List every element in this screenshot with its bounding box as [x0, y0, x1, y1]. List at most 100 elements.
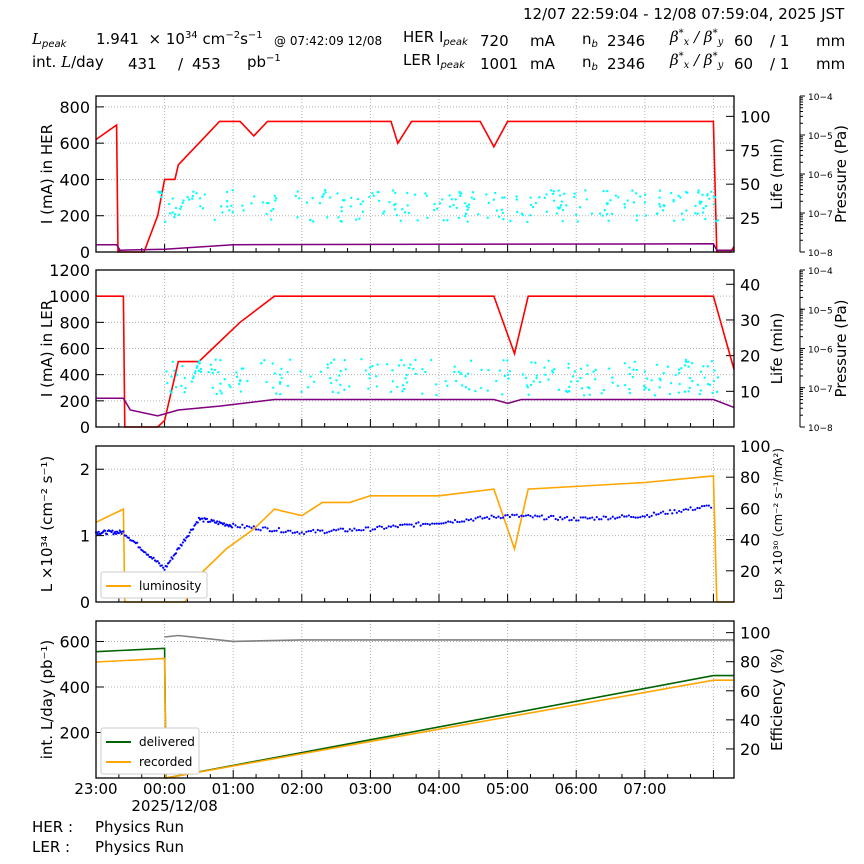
svg-text:04:00: 04:00 — [417, 780, 460, 798]
svg-text:25: 25 — [740, 209, 760, 228]
ler-status-label: LER : — [32, 838, 71, 856]
svg-text:800: 800 — [59, 98, 90, 117]
ler-beta-label: β*x / β*y — [670, 51, 724, 71]
svg-text:400: 400 — [59, 678, 90, 697]
svg-text:40: 40 — [740, 531, 760, 550]
svg-text:400: 400 — [59, 170, 90, 189]
series-current — [96, 295, 735, 428]
her-status: Physics Run — [95, 818, 185, 836]
svg-text:Pressure (Pa): Pressure (Pa) — [832, 299, 850, 397]
chart-panel-1 — [95, 269, 805, 428]
svg-text:10−5: 10−5 — [808, 132, 833, 142]
chart-panel-0 — [95, 95, 805, 253]
int-lumi-delivered: 431 — [128, 55, 157, 73]
svg-text:05:00: 05:00 — [486, 780, 529, 798]
svg-text:10−4: 10−4 — [808, 93, 833, 103]
svg-text:100: 100 — [740, 437, 771, 456]
svg-text:01:00: 01:00 — [212, 780, 255, 798]
svg-text:40: 40 — [740, 275, 760, 294]
svg-text:600: 600 — [59, 632, 90, 651]
svg-text:1: 1 — [80, 527, 90, 546]
svg-text:60: 60 — [740, 682, 760, 701]
series-pressure — [96, 397, 735, 417]
her-beta-unit: mm — [816, 32, 846, 50]
svg-text:Life (min): Life (min) — [768, 313, 786, 385]
svg-text:30: 30 — [740, 311, 760, 330]
svg-text:600: 600 — [59, 340, 90, 359]
svg-text:75: 75 — [740, 141, 760, 160]
svg-text:0: 0 — [80, 243, 90, 262]
series-current — [95, 120, 735, 253]
svg-text:10−5: 10−5 — [808, 306, 833, 316]
ler-status: Physics Run — [95, 838, 185, 856]
her-beta-y: / 1 — [770, 32, 790, 50]
svg-text:delivered: delivered — [139, 735, 195, 749]
chart-panel-2 — [94, 445, 735, 603]
ylabel-0: I (mA) in HER — [38, 124, 56, 224]
int-lumi-unit: pb−1 — [247, 53, 281, 71]
ylabel-3: int. L/day (pb⁻¹) — [38, 640, 56, 760]
svg-text:20: 20 — [740, 347, 760, 366]
svg-text:Lsp ×10³⁰ (cm⁻² s⁻¹/mA²): Lsp ×10³⁰ (cm⁻² s⁻¹/mA²) — [771, 448, 785, 600]
svg-text:10−6: 10−6 — [808, 346, 833, 356]
ler-beta-unit: mm — [816, 55, 846, 73]
ylabel-2: L ×10³⁴ (cm⁻² s⁻¹) — [38, 456, 56, 593]
svg-text:03:00: 03:00 — [349, 780, 392, 798]
lpeak-label: Lpeak — [32, 30, 67, 50]
svg-text:200: 200 — [59, 723, 90, 742]
lpeak-time: @ 07:42:09 12/08 — [274, 34, 383, 48]
her-ipeak-label: HER Ipeak — [403, 28, 468, 48]
svg-text:10−7: 10−7 — [808, 385, 833, 395]
svg-text:800: 800 — [59, 313, 90, 332]
legend — [100, 571, 208, 599]
svg-text:06:00: 06:00 — [555, 780, 598, 798]
svg-text:2: 2 — [80, 460, 90, 479]
svg-text:2025/12/08: 2025/12/08 — [131, 797, 217, 815]
svg-text:50: 50 — [740, 175, 760, 194]
chart-panel-3 — [95, 620, 735, 779]
svg-text:10−8: 10−8 — [808, 424, 833, 434]
her-beta-label: β*x / β*y — [670, 28, 724, 48]
svg-text:100: 100 — [740, 107, 771, 126]
int-lumi-sep: / — [178, 55, 184, 73]
svg-text:80: 80 — [740, 468, 760, 487]
ler-beta-y: / 1 — [770, 55, 790, 73]
ylabel-1: I (mA) in LER — [38, 300, 56, 397]
svg-text:0: 0 — [80, 593, 90, 612]
ler-nb-value: 2346 — [607, 55, 646, 73]
svg-text:200: 200 — [59, 207, 90, 226]
svg-text:100: 100 — [740, 624, 771, 643]
svg-text:80: 80 — [740, 653, 760, 672]
svg-text:10−4: 10−4 — [808, 267, 833, 277]
ler-ipeak-label: LER Ipeak — [403, 51, 465, 71]
her-ipeak-unit: mA — [530, 32, 555, 50]
svg-text:10: 10 — [740, 382, 760, 401]
svg-text:10−7: 10−7 — [808, 210, 833, 220]
svg-text:60: 60 — [740, 499, 760, 518]
svg-text:0: 0 — [80, 418, 90, 437]
svg-text:recorded: recorded — [139, 755, 192, 769]
her-beta-x: 60 — [734, 32, 754, 50]
svg-text:Life (min): Life (min) — [768, 138, 786, 210]
int-lumi-recorded: 453 — [192, 55, 221, 73]
int-lumi-label: int. L/day — [32, 53, 104, 71]
her-status-label: HER : — [32, 818, 74, 836]
svg-text:600: 600 — [59, 134, 90, 153]
her-nb-value: 2346 — [607, 32, 646, 50]
svg-text:20: 20 — [740, 562, 760, 581]
svg-text:200: 200 — [59, 392, 90, 411]
svg-text:luminosity: luminosity — [139, 579, 201, 593]
svg-text:10−6: 10−6 — [808, 171, 833, 181]
her-ipeak-value: 720 — [480, 32, 509, 50]
series-pressure — [96, 243, 734, 251]
svg-text:10−8: 10−8 — [808, 249, 833, 259]
ler-nb-label: nb — [582, 53, 598, 73]
series-efficiency — [164, 634, 734, 643]
ler-ipeak-value: 1001 — [480, 55, 519, 73]
ler-ipeak-unit: mA — [530, 55, 555, 73]
svg-text:07:00: 07:00 — [623, 780, 666, 798]
svg-text:Pressure (Pa): Pressure (Pa) — [832, 125, 850, 223]
svg-text:20: 20 — [740, 740, 760, 759]
svg-text:1200: 1200 — [49, 261, 90, 280]
